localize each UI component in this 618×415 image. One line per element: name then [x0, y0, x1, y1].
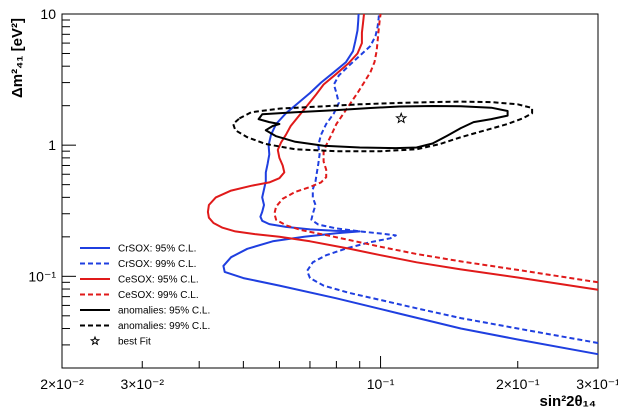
- y-axis-label: Δm²₄₁ [eV²]: [9, 18, 26, 98]
- y-tick-label: 10⁻¹: [28, 268, 56, 284]
- x-tick-label: 3×10⁻¹: [576, 376, 618, 392]
- x-tick-label: 2×10⁻¹: [496, 376, 540, 392]
- series-layer: [206, 13, 599, 356]
- legend-label: CeSOX: 95% C.L.: [118, 275, 199, 286]
- legend-label: CrSOX: 99% C.L.: [118, 259, 196, 270]
- legend-label: CrSOX: 95% C.L.: [118, 244, 196, 255]
- legend: CrSOX: 95% C.L. CrSOX: 99% C.L. CeSOX: 95%…: [80, 244, 210, 348]
- series-line-2: [206, 13, 599, 291]
- legend-label: best Fit: [118, 337, 151, 348]
- best-fit-marker: [395, 111, 408, 124]
- axes-layer: 2×10⁻² 3×10⁻² 10⁻¹ 2×10⁻¹ 3×10⁻¹ 10⁻¹ 1 10: [28, 6, 618, 392]
- y-tick-label: 1: [48, 137, 56, 153]
- y-tick-label: 10: [40, 6, 56, 22]
- plot-frame: [61, 13, 599, 369]
- legend-star-icon: [89, 335, 101, 346]
- legend-label: anomalies: 95% C.L.: [118, 306, 210, 317]
- series-line-0: [222, 13, 599, 356]
- series-line-1: [306, 13, 599, 344]
- x-tick-label: 2×10⁻²: [40, 376, 84, 392]
- series-line-4: [257, 105, 509, 150]
- x-tick-label: 10⁻¹: [367, 376, 395, 392]
- legend-label: anomalies: 99% C.L.: [118, 321, 210, 332]
- x-tick-label: 3×10⁻²: [120, 376, 164, 392]
- series-line-5: [232, 100, 534, 153]
- legend-label: CeSOX: 99% C.L.: [118, 290, 199, 301]
- axis-labels: sin²2θ₁₄ Δm²₄₁ [eV²]: [9, 18, 596, 410]
- x-axis-label: sin²2θ₁₄: [540, 393, 596, 410]
- series-line-3: [273, 13, 599, 284]
